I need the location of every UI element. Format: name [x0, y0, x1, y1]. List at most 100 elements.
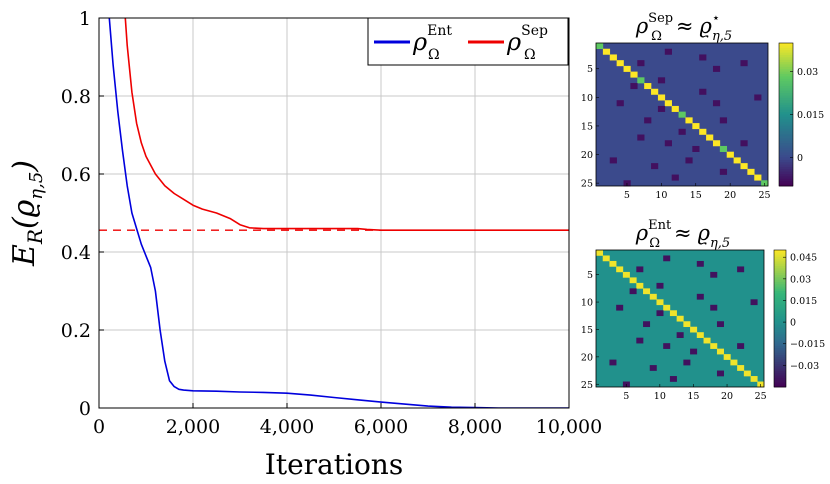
heatmap-cell-diagonal: [710, 343, 718, 349]
colorbar-segment: [774, 272, 786, 276]
colorbar-segment: [779, 164, 793, 168]
heatmap-cell-offdiagonal: [651, 163, 659, 170]
y-tick-label: 1: [79, 8, 91, 30]
heatmap-cell-offdiagonal: [630, 83, 638, 90]
colorbar-tick-label: 0.015: [797, 110, 824, 121]
heatmap-cell-diagonal: [696, 332, 704, 338]
colorbar-tick-label: 0.03: [790, 274, 811, 285]
heatmap-cell-offdiagonal: [637, 60, 645, 67]
heatmap-ent-title: ρEnt Ω ≈ ϱη,5: [635, 218, 730, 251]
heatmap-cell-offdiagonal: [699, 54, 707, 61]
heatmap-cell-offdiagonal: [712, 100, 721, 107]
colorbar-segment: [779, 140, 793, 144]
heatmap-cell-diagonal: [676, 315, 684, 322]
x-tick-label: 4,000: [260, 416, 314, 438]
colorbar-segment: [779, 178, 793, 182]
colorbar-segment: [774, 311, 786, 315]
grid: [99, 18, 569, 408]
legend-label-sep: ρSep Ω: [506, 23, 548, 63]
heatmap-x-tick-label: 25: [755, 391, 767, 402]
colorbar-segment: [779, 119, 793, 123]
heatmap-cell-offdiagonal: [754, 94, 762, 101]
colorbar-segment: [779, 166, 793, 170]
heatmap-cell-offdiagonal: [716, 321, 724, 328]
heatmap-cell-diagonal: [692, 123, 700, 130]
colorbar-segment: [774, 307, 786, 310]
heatmap-cell-diagonal: [609, 54, 617, 61]
heatmap-cell-diagonal: [712, 140, 721, 147]
colorbar-segment: [774, 279, 786, 283]
colorbar-segment: [774, 373, 786, 376]
colorbar-segment: [774, 277, 786, 281]
colorbar-segment: [774, 345, 786, 349]
colorbar-segment: [779, 176, 793, 180]
heatmap-cell-diagonal: [602, 255, 610, 262]
colorbar-frame: [773, 249, 787, 388]
heatmap-ent-colorbar: 0.045 0.03 0.015 0 −0.015 −0.03: [773, 249, 825, 388]
heatmap-y-tick-label: 20: [581, 352, 593, 363]
heatmap-cell-offdiagonal: [676, 332, 684, 338]
heatmap-cell-diagonal: [703, 337, 711, 344]
heatmap-x-tick-label: 15: [687, 391, 699, 402]
heatmap-cell-diagonal: [657, 94, 666, 101]
heatmap-cell-offdiagonal: [719, 117, 728, 124]
colorbar-segment: [779, 157, 793, 161]
colorbar-segment: [774, 350, 786, 354]
colorbar-segment: [774, 323, 786, 326]
heatmap-y-tick-label: 5: [587, 64, 593, 75]
colorbar-segment: [774, 259, 786, 262]
colorbar-tick-label: 0: [790, 318, 796, 329]
colorbar-segment: [779, 183, 793, 187]
colorbar-segment: [774, 313, 786, 317]
heatmap-cell-diagonal: [733, 157, 741, 164]
heatmap-cell-offdiagonal: [644, 117, 652, 124]
heatmap-cell-diagonal: [629, 277, 637, 284]
x-tick-label: 6,000: [354, 416, 408, 438]
colorbar-segment: [774, 384, 786, 388]
colorbar-segment: [779, 135, 793, 139]
colorbar-segment: [779, 100, 793, 103]
colorbar-segment: [779, 97, 793, 101]
colorbar-segment: [779, 147, 793, 151]
colorbar-segment: [779, 150, 793, 154]
colorbar-segment: [779, 43, 793, 46]
heatmap-cell-offdiagonal: [712, 65, 721, 72]
colorbar-segment: [779, 73, 793, 77]
colorbar-segment: [774, 263, 786, 267]
heatmap-ent-cells: [596, 250, 765, 388]
heatmap-cell-offdiagonal: [656, 310, 664, 317]
colorbar-segment: [774, 304, 786, 308]
colorbar-segment: [774, 336, 786, 340]
colorbar-tick-label: −0.015: [790, 339, 825, 350]
colorbar-segment: [774, 270, 786, 274]
colorbar-segment: [774, 275, 786, 278]
colorbar-segment: [774, 334, 786, 338]
heatmap-cell-diagonal: [678, 111, 686, 118]
heatmap-cell-diagonal: [716, 348, 724, 355]
heatmap-cell-offdiagonal: [656, 282, 664, 289]
heatmap-cell-diagonal: [747, 168, 755, 175]
heatmap-cell-diagonal: [730, 359, 738, 366]
colorbar-segment: [774, 327, 786, 331]
heatmap-cell-diagonal: [622, 271, 630, 278]
y-axis-label: ER(ϱη,5): [7, 160, 47, 267]
heatmap-x-tick-label: 5: [624, 190, 630, 201]
x-tick-label: 10,000: [536, 416, 602, 438]
heatmap-sep: ρSep Ω ≈ ϱ⋆ η,5 5 5 10 10 15 15 20 20 25 25 0.03 0.015…: [581, 11, 824, 201]
colorbar-segment: [774, 320, 786, 324]
colorbar-segment: [779, 45, 793, 49]
heatmap-cell-offdiagonal: [737, 343, 745, 349]
colorbar-segment: [779, 102, 793, 106]
colorbar-segment: [774, 288, 786, 292]
colorbar-segment: [779, 116, 793, 120]
colorbar-segment: [779, 85, 793, 89]
colorbar-segment: [779, 181, 793, 185]
heatmap-y-tick-label: 5: [587, 270, 593, 281]
heatmap-cell-diagonal: [602, 48, 611, 55]
heatmap-y-tick-label: 10: [581, 93, 593, 104]
series-line-sep: [124, 18, 569, 231]
colorbar-segment: [779, 131, 793, 134]
colorbar-segment: [779, 78, 793, 82]
colorbar-segment: [774, 355, 786, 358]
